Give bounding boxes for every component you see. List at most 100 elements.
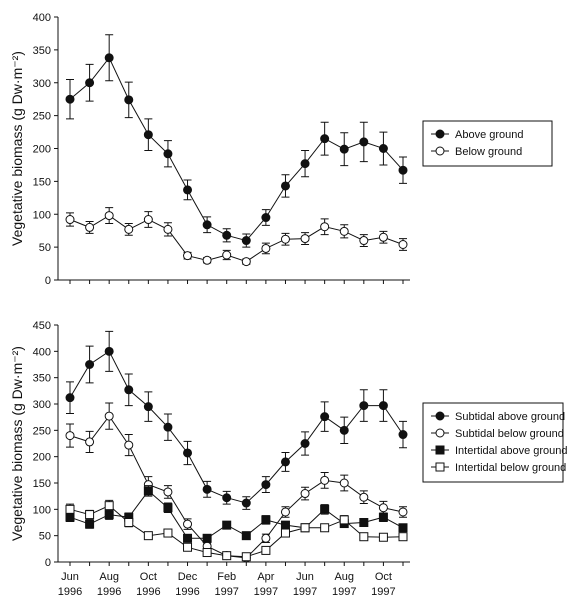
data-point: [183, 533, 193, 543]
x-tick-label-month: Aug: [99, 571, 119, 583]
legend-box: [422, 120, 553, 167]
x-tick-label-month: Jun: [296, 571, 314, 583]
y-tick-label: 0: [45, 275, 51, 287]
data-point: [124, 385, 134, 395]
data-point: [398, 507, 408, 517]
data-point: [300, 523, 310, 533]
data-point: [104, 510, 114, 520]
data-point: [320, 504, 330, 514]
legend-label: Below ground: [455, 146, 522, 158]
y-tick-label: 100: [33, 209, 51, 221]
y-axis-label: Vegetative biomass (g Dw·m⁻²): [9, 346, 25, 541]
x-tick-label-month: Oct: [375, 571, 392, 583]
data-point: [143, 130, 153, 140]
data-point: [143, 402, 153, 412]
y-tick-label: 400: [33, 12, 51, 24]
series-line: [69, 56, 404, 242]
data-point: [339, 144, 349, 154]
data-point: [359, 401, 369, 411]
data-point: [222, 230, 232, 240]
series-line: [69, 505, 404, 558]
data-point: [241, 498, 251, 508]
y-tick-label: 200: [33, 144, 51, 156]
series-0: [65, 330, 408, 510]
data-point: [241, 552, 251, 562]
x-tick-label-month: Apr: [257, 571, 274, 583]
data-point: [359, 532, 369, 542]
data-point: [320, 523, 330, 533]
x-tick-label-year: 1997: [332, 586, 356, 598]
data-point: [339, 226, 349, 236]
data-point: [359, 492, 369, 502]
data-point: [65, 431, 75, 441]
data-point: [222, 551, 232, 561]
data-point: [65, 215, 75, 225]
x-tick-label-year: 1997: [293, 586, 317, 598]
data-point: [222, 493, 232, 503]
legend-marker: [435, 445, 445, 455]
data-point: [85, 360, 95, 369]
data-point: [300, 489, 310, 499]
data-point: [241, 257, 251, 267]
data-point: [261, 243, 271, 253]
y-tick-label: 300: [33, 399, 51, 411]
x-tick-label-month: Jun: [61, 571, 79, 583]
data-point: [378, 232, 388, 242]
legend-marker: [435, 428, 445, 438]
data-point: [202, 484, 212, 494]
x-tick-label-year: 1997: [371, 586, 395, 598]
x-tick-label-year: 1996: [58, 586, 82, 598]
series-line: [69, 215, 404, 263]
data-point: [241, 531, 251, 541]
x-tick-label-year: 1996: [97, 586, 121, 598]
data-point: [378, 503, 388, 513]
data-point: [183, 185, 193, 195]
data-point: [202, 220, 212, 230]
y-tick-label: 250: [33, 111, 51, 123]
y-axis-label: Vegetative biomass (g Dw·m⁻²): [9, 51, 25, 246]
y-tick-label: 250: [33, 425, 51, 437]
data-point: [143, 486, 153, 496]
x-tick-label-month: Oct: [140, 571, 157, 583]
data-point: [320, 134, 330, 144]
series-line: [69, 415, 404, 559]
y-tick-label: 450: [33, 320, 51, 332]
data-point: [183, 448, 193, 458]
data-point: [202, 533, 212, 543]
data-point: [163, 224, 173, 234]
data-point: [280, 234, 290, 244]
y-tick-label: 50: [39, 531, 51, 543]
data-point: [104, 501, 114, 511]
x-tick-label-year: 1996: [136, 586, 160, 598]
data-point: [320, 222, 330, 232]
data-point: [222, 520, 232, 530]
data-point: [241, 236, 251, 246]
data-point: [65, 94, 75, 104]
data-point: [359, 236, 369, 246]
data-point: [202, 548, 212, 558]
x-tick-label-month: Aug: [334, 571, 354, 583]
data-point: [261, 533, 271, 543]
data-point: [378, 512, 388, 522]
data-point: [300, 234, 310, 244]
data-point: [163, 149, 173, 159]
x-tick-label-year: 1996: [175, 586, 199, 598]
data-point: [300, 439, 310, 448]
data-point: [104, 53, 114, 63]
legend: Above ground Below ground: [422, 120, 553, 167]
data-point: [320, 475, 330, 485]
y-tick-label: 350: [33, 45, 51, 57]
bottom-chart-panel: 0 50 100 150 200 250 300 350 400 450 Jun 1996 Aug 199…: [9, 320, 568, 598]
data-point: [261, 545, 271, 555]
data-point: [280, 528, 290, 538]
data-point: [124, 224, 134, 234]
data-point: [183, 519, 193, 529]
data-point: [85, 510, 95, 520]
data-point: [183, 251, 193, 261]
series-1: [65, 402, 408, 563]
series-0: [65, 34, 408, 248]
y-tick-label: 0: [45, 557, 51, 569]
data-point: [261, 480, 271, 490]
data-point: [359, 518, 369, 527]
